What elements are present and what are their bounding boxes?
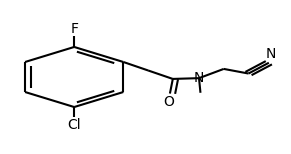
Text: Cl: Cl — [68, 118, 81, 132]
Text: O: O — [163, 95, 174, 109]
Text: F: F — [70, 22, 78, 36]
Text: N: N — [194, 71, 204, 85]
Text: N: N — [266, 47, 276, 61]
